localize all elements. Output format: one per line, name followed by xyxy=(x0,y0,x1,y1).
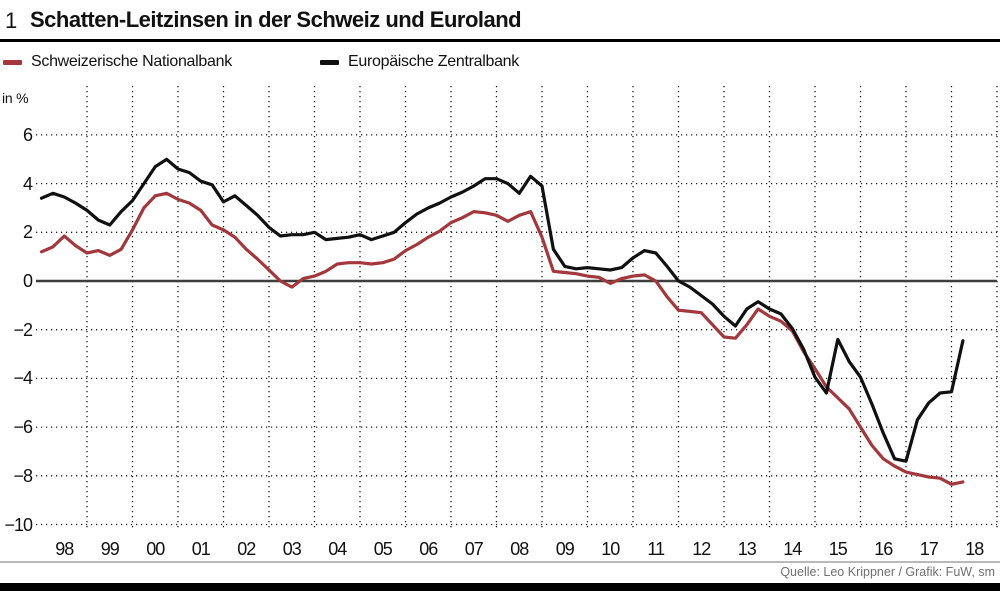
x-tick-label: 18 xyxy=(965,539,984,559)
legend-label-ecb: Europäische Zentralbank xyxy=(348,53,519,70)
x-tick-label: 08 xyxy=(510,539,529,559)
x-tick-label: 09 xyxy=(555,539,575,559)
x-tick-label: 05 xyxy=(373,539,393,559)
x-tick-label: 15 xyxy=(828,539,848,559)
x-tick-label: 13 xyxy=(737,539,757,559)
x-tick-label: 16 xyxy=(874,539,893,559)
footer-rule xyxy=(0,561,1000,563)
series-line-ecb xyxy=(39,157,965,463)
x-tick-label: 06 xyxy=(419,539,438,559)
x-tick-label: 17 xyxy=(919,539,939,559)
bottom-bar xyxy=(0,583,1000,591)
x-tick-label: 98 xyxy=(55,539,74,559)
x-tick-label: 14 xyxy=(783,539,802,559)
title-rule xyxy=(0,39,1000,42)
chart-number: 1 xyxy=(5,8,17,33)
ecb-line-swatch xyxy=(320,59,339,65)
series-line-snb xyxy=(39,191,965,486)
x-tick-label: 01 xyxy=(191,539,211,559)
y-tick-label: 0 xyxy=(22,271,33,291)
legend: Schweizerische Nationalbank Europäische … xyxy=(3,52,997,72)
y-tick-label: −4 xyxy=(13,368,33,389)
legend-label-snb: Schweizerische Nationalbank xyxy=(31,53,232,70)
y-tick-label: 6 xyxy=(22,124,33,145)
x-tick-label: 03 xyxy=(282,539,302,559)
x-tick-label: 10 xyxy=(601,539,620,559)
x-tick-label: 99 xyxy=(100,539,120,559)
x-tick-label: 07 xyxy=(464,539,484,559)
chart-title: Schatten-Leitzinsen in der Schweiz und E… xyxy=(30,7,522,32)
source-note: Quelle: Leo Krippner / Grafik: FuW, sm xyxy=(780,565,995,579)
y-tick-label: −10 xyxy=(4,514,33,535)
y-tick-label: −2 xyxy=(13,319,33,340)
y-tick-label: −8 xyxy=(13,465,33,486)
snb-line-swatch xyxy=(3,59,22,65)
legend-item-ecb: Europäische Zentralbank xyxy=(320,52,519,72)
x-tick-label: 11 xyxy=(647,539,665,559)
x-tick-label: 00 xyxy=(146,539,165,559)
x-tick-label: 04 xyxy=(328,539,347,559)
y-tick-label: 4 xyxy=(22,173,33,194)
x-tick-label: 02 xyxy=(237,539,256,559)
y-tick-label: −6 xyxy=(13,417,33,438)
x-tick-label: 12 xyxy=(692,539,711,559)
y-axis-unit-label: in % xyxy=(2,90,29,106)
y-tick-label: 2 xyxy=(22,222,33,243)
legend-item-snb: Schweizerische Nationalbank xyxy=(3,52,232,72)
